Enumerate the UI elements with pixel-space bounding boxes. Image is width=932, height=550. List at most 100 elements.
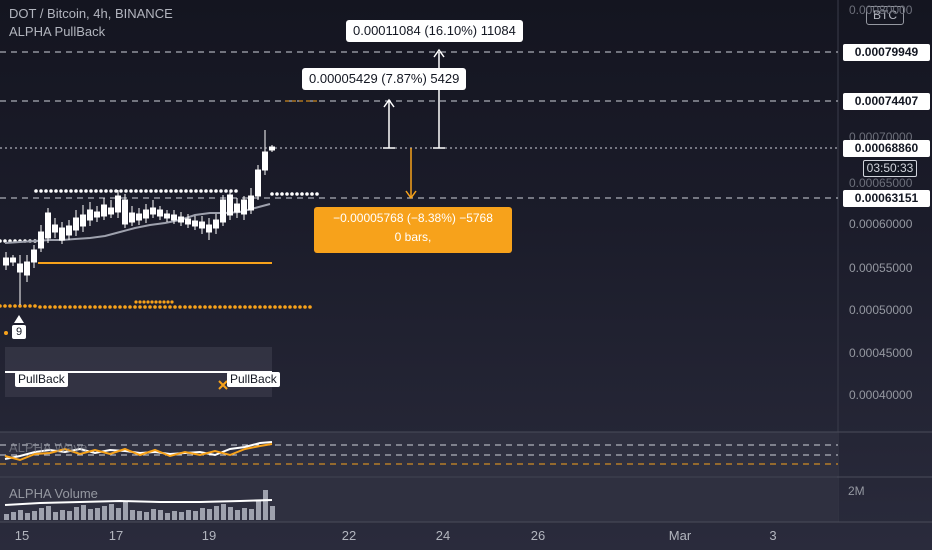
volume-bar [4,514,9,520]
candle-body [108,207,114,215]
volume-bar [46,506,51,520]
symbol-legend[interactable]: DOT / Bitcoin, 4h, BINANCE [9,6,173,21]
volume-bar [130,510,135,520]
support-dot [228,305,232,309]
support-dot [146,300,150,304]
price-tick: 0.00060000 [849,217,913,231]
support-dot [38,305,42,309]
count-badge: 9 [12,325,26,339]
price-label-current: 0.00068860 [843,140,930,157]
volume-bar [32,511,37,520]
support-dot [213,305,217,309]
trailing-stop-dot [89,189,93,193]
time-tick: 22 [341,528,357,543]
support-dot [308,305,312,309]
support-dot [173,305,177,309]
measure-label-up-small[interactable]: 0.00005429 (7.87%) 5429 [302,68,467,90]
trailing-stop-dot [295,192,299,196]
support-dot [68,305,72,309]
support-dot [243,305,247,309]
support-dot [193,305,197,309]
trailing-stop-dot [214,189,218,193]
measure-label-down[interactable]: −0.00005768 (−8.38%) −5768 0 bars, [314,207,512,253]
support-dot [13,304,17,308]
volume-bars [4,490,275,520]
time-tick: 17 [108,528,124,543]
candle-body [45,212,51,239]
support-dot [238,305,242,309]
candle-body [87,209,93,221]
support-dot [198,305,202,309]
trailing-stop-dot [44,189,48,193]
volume-bar [144,512,149,520]
trailing-stop-dot [310,192,314,196]
support-dot [283,305,287,309]
trailing-stop-dot [59,189,63,193]
trailing-stop-dot [84,189,88,193]
candle-body [269,146,275,151]
trailing-stop-dot [290,192,294,196]
candle-body [227,194,233,216]
volume-bar [263,490,268,520]
support-dot [162,300,166,304]
support-dot [8,304,12,308]
trailing-stop-dot [0,239,2,243]
support-dot [138,300,142,304]
volume-average-line [4,499,273,506]
volume-bar [165,513,170,520]
support-dot [268,305,272,309]
support-dot [303,305,307,309]
price-tick-mid-2: 0.00065000 [849,176,913,190]
volume-bar [102,506,107,520]
volume-pane-title[interactable]: ALPHA Volume [9,486,98,501]
oscillator-white-line [4,441,273,460]
volume-bar [25,513,30,520]
oscillator-levels [0,444,838,456]
trailing-stop-dot [124,189,128,193]
candle-body [143,209,149,219]
trailing-stop-dot [315,192,319,196]
trailing-stop-dot [39,189,43,193]
candle-body [10,257,16,263]
trailing-stop-dot [270,192,274,196]
time-tick: Mar [668,528,692,543]
price-label-level-4: 0.00063151 [843,190,930,207]
currency-badge[interactable]: BTC [866,6,904,25]
trailing-stop-dot [219,189,223,193]
support-dot [170,300,174,304]
time-tick: 19 [201,528,217,543]
indicator-legend[interactable]: ALPHA PullBack [9,24,106,39]
volume-bar [193,511,198,520]
support-dot [148,305,152,309]
price-label-level-1: 0.00079949 [843,44,930,61]
candle-body [66,225,72,236]
volume-bar [39,508,44,520]
support-dot [123,305,127,309]
candle-body [17,263,23,273]
volume-bar [235,510,240,520]
measure-label-up-large[interactable]: 0.00011084 (16.10%) 11084 [346,20,523,42]
support-dot [133,305,137,309]
support-dot [263,305,267,309]
support-dot [163,305,167,309]
support-dot [218,305,222,309]
candle-body [136,213,142,221]
support-dot [48,305,52,309]
support-dot [78,305,82,309]
oscillator-pane-title[interactable]: ALPHA Wave [9,440,88,455]
trailing-stop-dot [169,189,173,193]
candle-body [178,216,184,223]
trailing-stop-dot [94,189,98,193]
time-tick: 15 [14,528,30,543]
trailing-stop-dot [54,189,58,193]
support-dot [134,300,138,304]
trailing-stop-dot [179,189,183,193]
candle-body [220,199,226,223]
support-dot [168,305,172,309]
support-dot [183,305,187,309]
support-dot [63,305,67,309]
candle-body [101,204,107,217]
trailing-stop-dot [74,189,78,193]
trailing-stop-dot [79,189,83,193]
